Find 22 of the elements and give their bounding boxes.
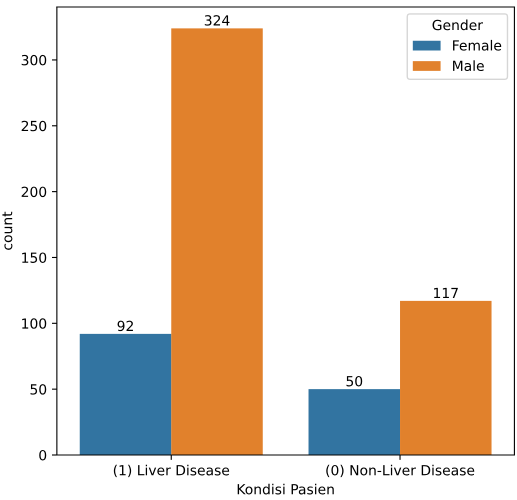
bar — [80, 334, 172, 455]
y-tick-label: 50 — [30, 384, 46, 395]
y-tick-label: 100 — [22, 318, 46, 329]
x-axis-title: Kondisi Pasien — [238, 484, 334, 494]
legend-label: Male — [453, 60, 484, 72]
y-tick-label: 300 — [22, 54, 46, 66]
data-label: 92 — [118, 320, 133, 332]
x-tick-label: (0) Non-Liver Disease — [326, 464, 474, 478]
y-tick-label: 150 — [22, 252, 46, 263]
data-label: 324 — [204, 15, 230, 26]
bar — [171, 28, 263, 455]
y-tick-label: 250 — [22, 120, 46, 132]
bar — [308, 389, 400, 455]
bar — [400, 300, 492, 455]
legend-label: Female — [453, 40, 502, 51]
y-tick-label: 0 — [39, 450, 46, 460]
x-tick-label: (1) Liver Disease — [114, 464, 230, 478]
y-tick-label: 200 — [22, 186, 46, 198]
legend-title: Gender — [432, 20, 483, 30]
data-label: 50 — [346, 376, 362, 386]
data-label: 117 — [434, 288, 458, 298]
y-axis-title: count — [2, 212, 12, 250]
